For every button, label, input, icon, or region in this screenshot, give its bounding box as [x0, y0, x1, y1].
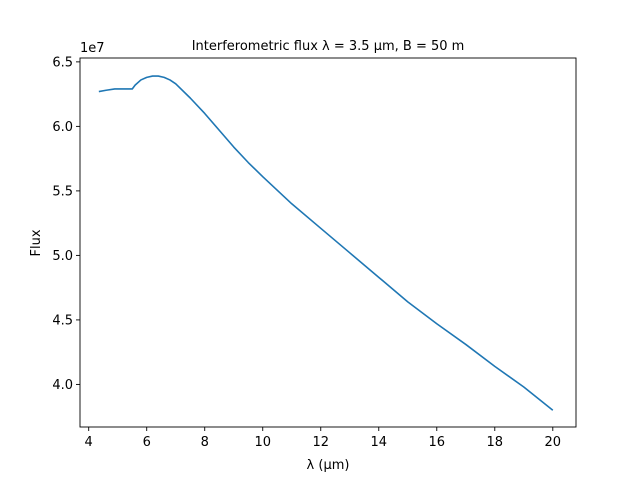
chart-title: Interferometric flux λ = 3.5 μm, B = 50 … [192, 39, 465, 54]
y-axis-ticks: 4.0 4.5 5.0 5.5 6.0 6.5 [52, 55, 80, 393]
x-axis-ticks: 4 6 8 10 12 14 16 18 20 [85, 427, 562, 450]
y-tick-label: 5.0 [52, 249, 73, 264]
y-tick-label: 4.5 [52, 313, 73, 328]
y-axis-label: Flux [29, 229, 44, 256]
x-tick-label: 8 [201, 435, 209, 450]
x-tick-label: 16 [428, 435, 445, 450]
flux-series-line [98, 75, 554, 411]
y-tick-label: 6.0 [52, 120, 73, 135]
x-tick-label: 12 [312, 435, 329, 450]
y-tick-label: 4.0 [52, 378, 73, 393]
x-tick-label: 14 [370, 435, 387, 450]
y-offset-label: 1e7 [80, 41, 105, 56]
x-tick-label: 10 [254, 435, 271, 450]
series-layer [98, 75, 554, 411]
x-tick-label: 4 [85, 435, 93, 450]
y-tick-label: 6.5 [52, 55, 73, 70]
y-tick-label: 5.5 [52, 184, 73, 199]
plot-frame [79, 57, 577, 428]
x-tick-label: 6 [143, 435, 151, 450]
x-tick-label: 20 [545, 435, 562, 450]
x-axis-label: λ (μm) [307, 458, 350, 473]
x-tick-label: 18 [487, 435, 504, 450]
